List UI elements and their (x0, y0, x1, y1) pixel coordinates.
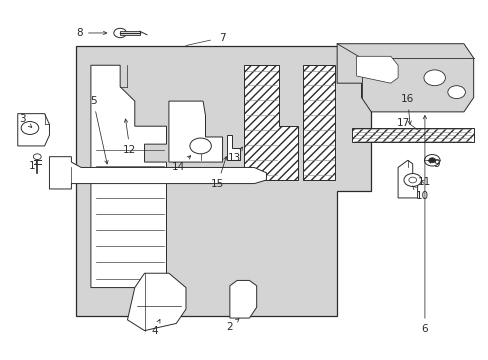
Text: 9: 9 (427, 159, 440, 169)
Polygon shape (49, 157, 266, 189)
Circle shape (403, 174, 421, 186)
Circle shape (114, 28, 126, 38)
Circle shape (33, 154, 41, 159)
Text: 12: 12 (123, 119, 136, 154)
Polygon shape (91, 65, 166, 288)
Polygon shape (229, 280, 256, 318)
Polygon shape (227, 135, 239, 160)
Circle shape (423, 70, 445, 86)
Text: 10: 10 (412, 186, 428, 201)
Text: 15: 15 (211, 157, 226, 189)
Polygon shape (127, 273, 185, 330)
Text: 17: 17 (396, 118, 409, 128)
Text: 3: 3 (20, 114, 32, 127)
Text: 1: 1 (29, 161, 36, 171)
Polygon shape (244, 65, 298, 180)
Bar (120, 31, 140, 35)
Polygon shape (356, 56, 397, 83)
Text: 4: 4 (151, 320, 160, 336)
Polygon shape (303, 65, 334, 180)
Polygon shape (76, 45, 370, 316)
Polygon shape (397, 160, 417, 198)
Polygon shape (18, 114, 49, 146)
Circle shape (21, 122, 39, 134)
Circle shape (428, 158, 435, 163)
Text: 16: 16 (401, 94, 414, 125)
Polygon shape (336, 44, 473, 112)
Text: 11: 11 (417, 177, 430, 187)
Text: 7: 7 (219, 33, 225, 43)
Text: 5: 5 (90, 96, 108, 164)
Text: 13: 13 (228, 147, 242, 163)
Text: 6: 6 (421, 116, 427, 334)
Circle shape (189, 138, 211, 154)
Circle shape (408, 177, 416, 183)
Text: 14: 14 (172, 156, 190, 172)
Circle shape (447, 86, 465, 99)
Text: 8: 8 (76, 28, 106, 38)
Text: 2: 2 (226, 319, 239, 332)
Polygon shape (168, 101, 222, 162)
Circle shape (424, 154, 439, 166)
Polygon shape (351, 128, 473, 142)
